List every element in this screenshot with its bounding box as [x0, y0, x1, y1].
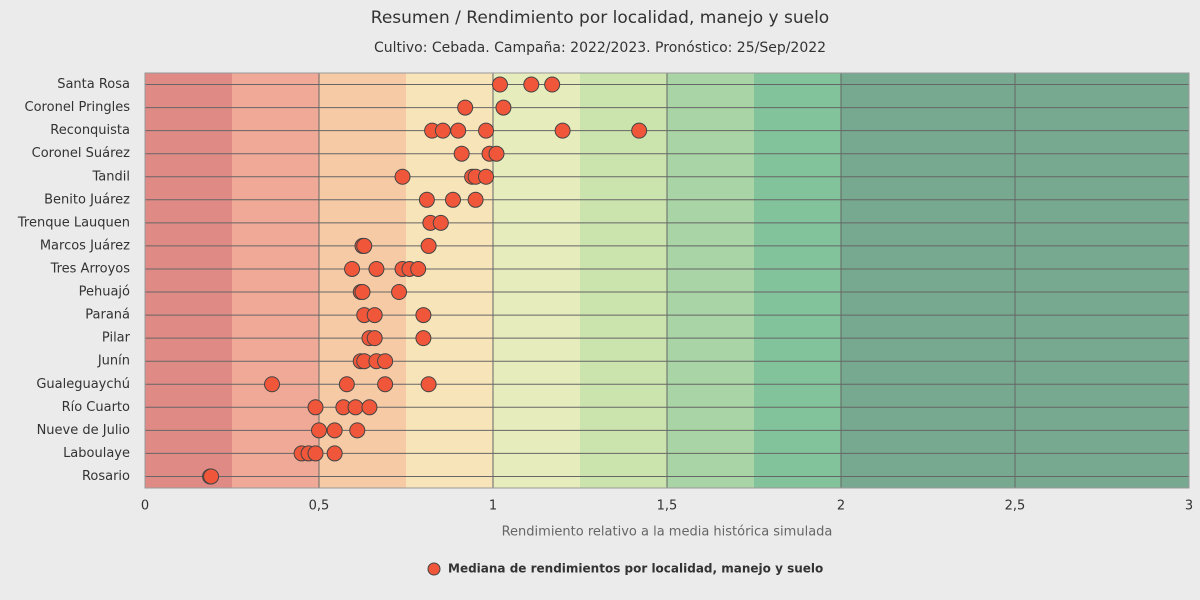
plot-band: [667, 73, 754, 488]
point: [415, 330, 432, 347]
point: [415, 307, 432, 324]
point: [631, 122, 648, 139]
point: [354, 284, 371, 301]
y-tick-label: Coronel Suárez: [32, 146, 131, 161]
y-tick-label: Santa Rosa: [57, 77, 130, 92]
point: [203, 468, 220, 485]
point: [368, 260, 385, 277]
x-tick-label: 3: [1185, 499, 1193, 514]
point: [366, 330, 383, 347]
point: [347, 399, 364, 416]
x-tick-label: 2: [837, 499, 845, 514]
point: [554, 122, 571, 139]
chart-title: Resumen / Rendimiento por localidad, man…: [371, 8, 829, 28]
point: [444, 191, 461, 208]
plot-band: [145, 73, 232, 488]
y-tick-label: Tres Arroyos: [50, 261, 131, 276]
point: [457, 99, 474, 116]
legend-marker: [427, 562, 441, 576]
y-tick-label: Pehuajó: [79, 285, 130, 300]
y-tick-label: Trenque Lauquen: [17, 215, 130, 230]
y-tick-label: Gualeguaychú: [36, 377, 130, 392]
y-tick-label: Nueve de Julio: [37, 423, 130, 438]
point: [344, 260, 361, 277]
plot-band: [319, 73, 406, 488]
chart-subtitle: Cultivo: Cebada. Campaña: 2022/2023. Pro…: [374, 40, 826, 56]
legend-label: Mediana de rendimientos por localidad, m…: [448, 562, 823, 576]
y-tick-label: Río Cuarto: [62, 400, 130, 415]
point: [377, 376, 394, 393]
point: [418, 191, 435, 208]
y-tick-label: Rosario: [82, 469, 130, 484]
x-tick-label: 0: [141, 499, 149, 514]
plot-border: [144, 72, 1190, 489]
y-tick-label: Coronel Pringles: [25, 100, 131, 115]
point: [478, 122, 495, 139]
y-tick-label: Laboulaye: [63, 446, 130, 461]
point: [432, 214, 449, 231]
point: [356, 237, 373, 254]
x-axis-label: Rendimiento relativo a la media históric…: [502, 525, 833, 540]
point: [453, 145, 470, 162]
point: [495, 99, 512, 116]
point: [377, 353, 394, 370]
point: [420, 376, 437, 393]
point: [434, 122, 451, 139]
point: [450, 122, 467, 139]
point: [307, 445, 324, 462]
point: [523, 76, 540, 93]
x-tick-label: 2,5: [1005, 499, 1026, 514]
y-tick-label: Benito Juárez: [44, 192, 130, 207]
point: [264, 376, 281, 393]
point: [326, 445, 343, 462]
x-tick-label: 0,5: [309, 499, 330, 514]
point: [338, 376, 355, 393]
point: [366, 307, 383, 324]
y-tick-label: Pilar: [102, 331, 131, 346]
point: [544, 76, 561, 93]
plot-band: [580, 73, 667, 488]
point: [361, 399, 378, 416]
y-tick-label: Tandil: [92, 169, 130, 184]
y-tick-label: Marcos Juárez: [40, 238, 130, 253]
point: [326, 422, 343, 439]
point: [467, 191, 484, 208]
plot-band: [232, 73, 319, 488]
y-tick-label: Reconquista: [50, 123, 130, 138]
point: [311, 422, 327, 439]
point: [488, 145, 505, 162]
point: [478, 168, 495, 185]
x-tick-label: 1: [489, 499, 497, 514]
point: [349, 422, 366, 439]
point: [391, 284, 408, 301]
point: [394, 168, 411, 185]
plot-band: [406, 73, 493, 488]
point: [420, 237, 437, 254]
point: [307, 399, 324, 416]
plot-band: [493, 73, 580, 488]
plot-band: [754, 73, 841, 488]
x-tick-label: 1,5: [657, 499, 678, 514]
point: [491, 76, 508, 93]
y-tick-label: Junín: [97, 354, 130, 369]
y-tick-label: Paraná: [85, 308, 130, 323]
point: [410, 260, 427, 277]
